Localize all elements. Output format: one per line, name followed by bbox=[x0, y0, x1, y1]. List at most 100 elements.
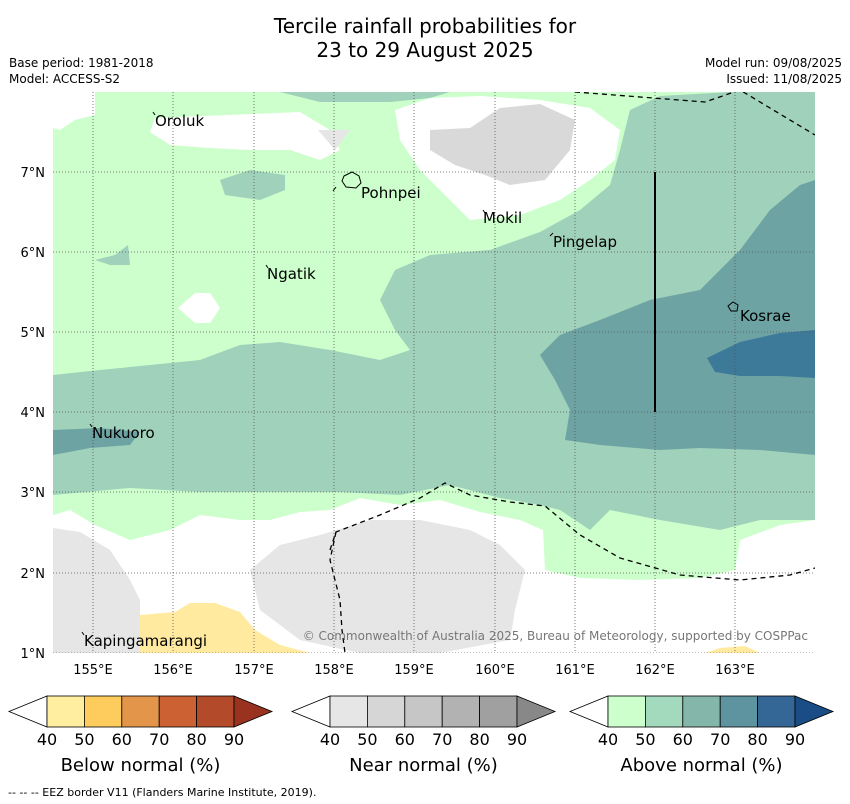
place-label-ngatik: Ngatik bbox=[267, 265, 316, 283]
colorbar-tick-label: 80 bbox=[469, 730, 489, 749]
colorbar-tick-label: 50 bbox=[357, 730, 377, 749]
colorbar-segment bbox=[158, 695, 197, 728]
colorbar-tick-label: 40 bbox=[320, 730, 340, 749]
lat-tick-label: 4°N bbox=[21, 406, 46, 421]
colorbar-segment bbox=[366, 695, 406, 728]
colorbar-extend-low bbox=[7, 695, 48, 728]
eez-footnote: -- -- -- EEZ border V11 (Flanders Marine… bbox=[8, 786, 317, 799]
below-normal-50-patch-east bbox=[705, 646, 760, 653]
colorbar-extend-high bbox=[794, 695, 835, 728]
place-label-kosrae: Kosrae bbox=[740, 307, 791, 325]
colorbar-tick-label: 50 bbox=[635, 730, 655, 749]
model-run-text: Model run: 09/08/2025 bbox=[704, 56, 842, 70]
lat-tick-label: 1°N bbox=[21, 647, 46, 662]
colorbar-segment bbox=[682, 695, 721, 728]
above-normal-80-region bbox=[707, 330, 815, 378]
model-text: Model: ACCESS-S2 bbox=[9, 72, 121, 86]
no-signal-region-left-edge bbox=[53, 92, 95, 130]
colorbar-segment bbox=[607, 695, 646, 728]
island-marker bbox=[482, 209, 486, 214]
colorbar-segment bbox=[329, 695, 368, 728]
place-label-kapingamarangi: Kapingamarangi bbox=[84, 632, 207, 650]
colorbar-tick-label: 80 bbox=[747, 730, 767, 749]
colorbar-tick-label: 90 bbox=[507, 730, 527, 749]
colorbar-tick-label: 40 bbox=[37, 730, 57, 749]
island-marker bbox=[265, 264, 269, 269]
colorbar-segment bbox=[757, 695, 796, 728]
lon-tick-label: 158°E bbox=[314, 663, 354, 678]
pohnpei-island-outline bbox=[341, 171, 362, 189]
lon-tick-label: 155°E bbox=[73, 663, 113, 678]
colorbar-extend-low bbox=[568, 695, 609, 728]
lon-tick-label: 163°E bbox=[715, 663, 755, 678]
colorbar-tick-label: 40 bbox=[598, 730, 618, 749]
place-label-mokil: Mokil bbox=[483, 209, 522, 227]
colorbar-extend-high bbox=[233, 695, 274, 728]
lon-tick-label: 156°E bbox=[153, 663, 193, 678]
copyright-text: © Commonwealth of Australia 2025, Bureau… bbox=[303, 629, 808, 643]
kosrae-island-outline bbox=[727, 301, 739, 312]
eez-border-lines bbox=[329, 92, 815, 653]
colorbar-tick-label: 60 bbox=[395, 730, 415, 749]
lat-tick-label: 5°N bbox=[21, 326, 46, 341]
island-marker bbox=[152, 111, 156, 116]
lon-tick-label: 157°E bbox=[234, 663, 274, 678]
issued-text: Issued: 11/08/2025 bbox=[726, 72, 842, 86]
colorbar-tick-label: 70 bbox=[149, 730, 169, 749]
colorbar-tick-label: 80 bbox=[186, 730, 206, 749]
lon-tick-label: 159°E bbox=[394, 663, 434, 678]
colorbar-tick-label: 90 bbox=[785, 730, 805, 749]
colorbar-segment bbox=[719, 695, 759, 728]
island-marker bbox=[332, 186, 337, 192]
colorbar-segment bbox=[441, 695, 481, 728]
lat-tick-label: 6°N bbox=[21, 246, 46, 261]
lon-tick-label: 161°E bbox=[555, 663, 595, 678]
above-normal-70-region bbox=[540, 180, 815, 455]
place-label-pingelap: Pingelap bbox=[553, 233, 617, 251]
colorbar-segment bbox=[84, 695, 123, 728]
colorbar-segment bbox=[46, 695, 85, 728]
above-normal-70-patch-west bbox=[53, 428, 140, 455]
colorbar-label: Below normal (%) bbox=[61, 755, 221, 776]
no-signal-region-small bbox=[178, 293, 220, 323]
below-normal-50-region bbox=[140, 603, 310, 653]
colorbar-segment bbox=[645, 695, 684, 728]
colorbar-segment bbox=[121, 695, 160, 728]
near-normal-region-top bbox=[430, 104, 575, 185]
island-marker bbox=[89, 423, 93, 428]
lat-tick-label: 2°N bbox=[21, 567, 46, 582]
probability-map: Oroluk Pohnpei Mokil Pingelap Ngatik Kos… bbox=[53, 92, 815, 653]
colorbar-tick-label: 70 bbox=[710, 730, 730, 749]
colorbar-tick-label: 60 bbox=[112, 730, 132, 749]
lat-tick-label: 3°N bbox=[21, 486, 46, 501]
colorbar-segment bbox=[479, 695, 518, 728]
latitude-axis: 7°N 6°N 5°N 4°N 3°N 2°N 1°N bbox=[21, 166, 46, 662]
colorbar-extend-low bbox=[290, 695, 331, 728]
colorbar-tick-label: 90 bbox=[224, 730, 244, 749]
place-label-nukuoro: Nukuoro bbox=[92, 424, 155, 442]
above-normal-60-strip-top bbox=[280, 92, 450, 102]
lon-tick-label: 162°E bbox=[635, 663, 675, 678]
colorbar-segment bbox=[196, 695, 235, 728]
colorbar-tick-label: 50 bbox=[74, 730, 94, 749]
colorbar-label: Above normal (%) bbox=[620, 755, 782, 776]
colorbar-extend-high bbox=[516, 695, 557, 728]
map-title-line-2: 23 to 29 August 2025 bbox=[316, 38, 534, 62]
near-normal-region-bottom-left bbox=[53, 528, 140, 653]
longitude-axis: 155°E 156°E 157°E 158°E 159°E 160°E 161°… bbox=[73, 663, 755, 678]
no-signal-region-top bbox=[150, 112, 340, 160]
lon-tick-label: 160°E bbox=[475, 663, 515, 678]
base-period-text: Base period: 1981-2018 bbox=[9, 56, 154, 70]
near-normal-region-bottom bbox=[250, 520, 525, 653]
colorbar-tick-label: 60 bbox=[673, 730, 693, 749]
colorbar-1: 40 50 60 70 80 90 Near normal (%) bbox=[290, 695, 557, 776]
place-label-oroluk: Oroluk bbox=[155, 112, 204, 130]
above-normal-60-patch-west bbox=[95, 245, 130, 265]
map-title-line-1: Tercile rainfall probabilities for bbox=[273, 14, 577, 38]
place-label-pohnpei: Pohnpei bbox=[361, 184, 421, 202]
island-marker bbox=[549, 232, 554, 237]
colorbar-label: Near normal (%) bbox=[349, 755, 498, 776]
